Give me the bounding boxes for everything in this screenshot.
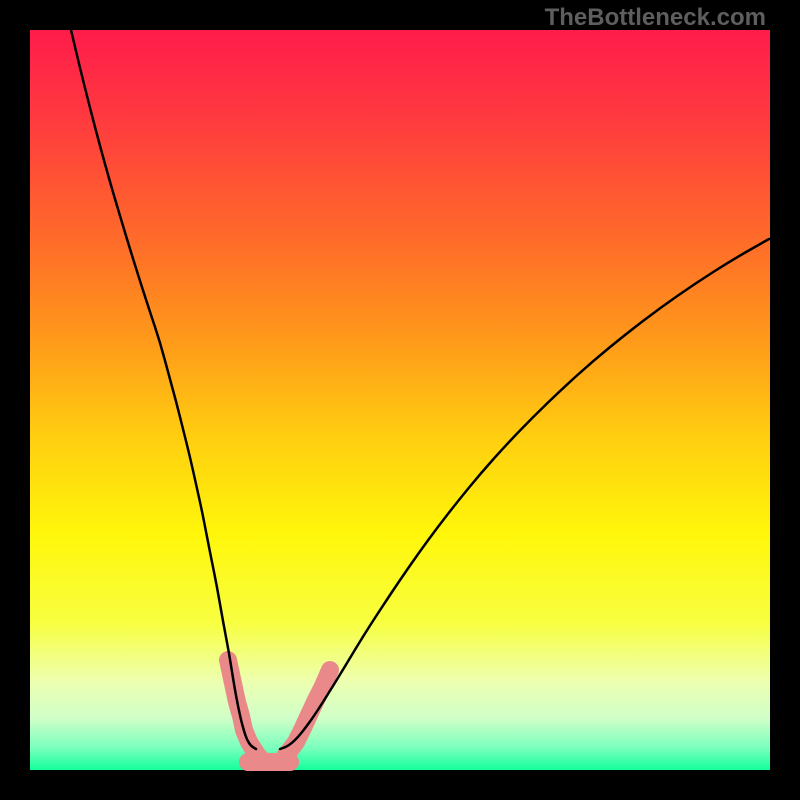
plot-area (30, 30, 770, 770)
curve-right (280, 239, 769, 749)
watermark-text: TheBottleneck.com (545, 4, 766, 32)
chart-frame: TheBottleneck.com (0, 0, 800, 800)
chart-svg (30, 30, 770, 770)
curve-left (71, 30, 256, 749)
